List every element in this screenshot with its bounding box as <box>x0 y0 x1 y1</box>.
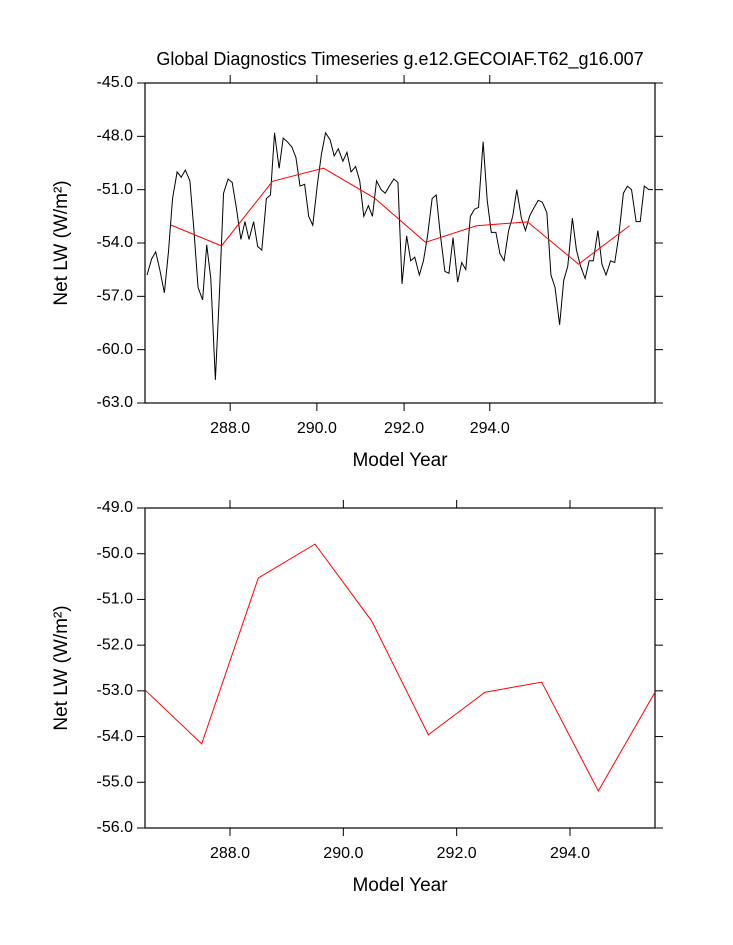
x-tick-label: 294.0 <box>470 420 510 437</box>
y-tick-label: -49.0 <box>97 499 134 516</box>
chart-title: Global Diagnostics Timeseries g.e12.GECO… <box>156 49 643 70</box>
x-tick-label: 290.0 <box>323 845 363 862</box>
y-tick-label: -51.0 <box>97 591 134 608</box>
y-tick-label: -51.0 <box>97 181 134 198</box>
x-tick-label: 288.0 <box>210 845 250 862</box>
x-tick-label: 292.0 <box>437 845 477 862</box>
y-tick-label: -53.0 <box>97 682 134 699</box>
y-tick-label: -48.0 <box>97 128 134 145</box>
y-tick-label: -60.0 <box>97 341 134 358</box>
y-tick-label: -50.0 <box>97 545 134 562</box>
data-line <box>146 131 653 380</box>
y-tick-label: -56.0 <box>97 819 134 836</box>
data-line <box>170 167 630 265</box>
x-tick-label: 290.0 <box>297 420 337 437</box>
x-tick-label: 292.0 <box>384 420 424 437</box>
y-tick-label: -52.0 <box>97 636 134 653</box>
x-tick-label: 288.0 <box>210 420 250 437</box>
x-axis-label: Model Year <box>352 450 448 471</box>
y-tick-label: -55.0 <box>97 774 134 791</box>
y-axis-label: Net LW (W/m²) <box>51 605 72 730</box>
y-tick-label: -57.0 <box>97 288 134 305</box>
data-line <box>144 543 656 793</box>
y-axis-label: Net LW (W/m²) <box>51 180 72 305</box>
plot-frame <box>144 507 656 829</box>
x-axis-label: Model Year <box>352 875 448 896</box>
y-tick-label: -54.0 <box>97 728 134 745</box>
y-tick-label: -54.0 <box>97 234 134 251</box>
y-tick-label: -45.0 <box>97 74 134 91</box>
y-tick-label: -63.0 <box>97 394 134 411</box>
x-tick-label: 294.0 <box>550 845 590 862</box>
